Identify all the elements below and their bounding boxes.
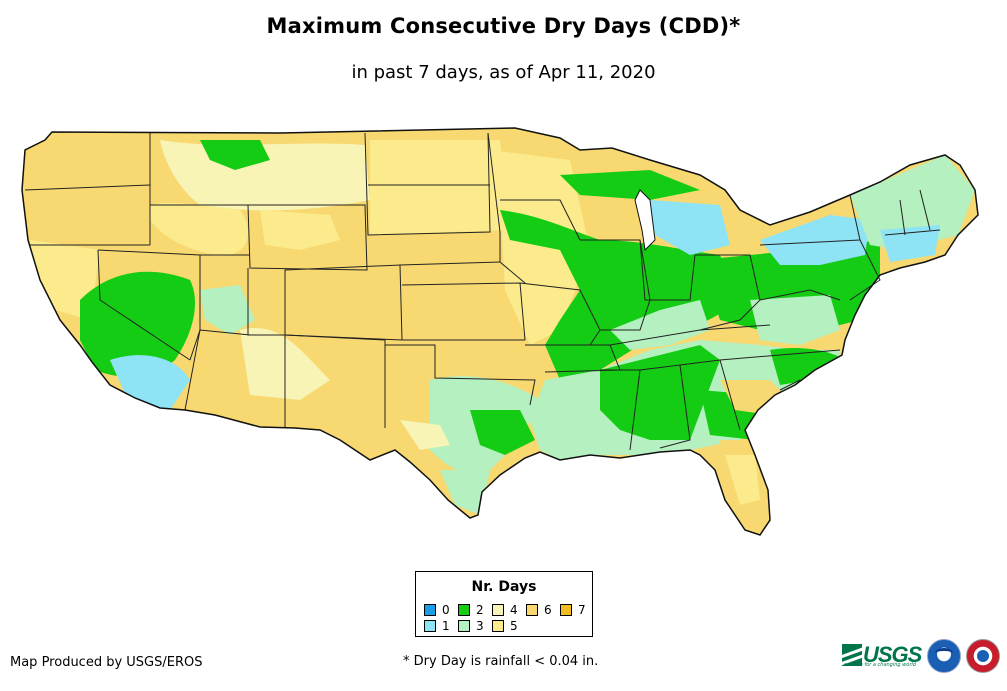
legend-item-0: 0 <box>424 603 450 617</box>
agency-logos: USGS science for a changing world <box>842 638 1007 678</box>
map-subtitle: in past 7 days, as of Apr 11, 2020 <box>351 62 656 83</box>
usgs-logo-text: USGS <box>863 642 922 667</box>
legend: Nr. Days 0 1 2 3 4 5 6 7 <box>415 571 593 637</box>
legend-item-7: 7 <box>560 603 586 617</box>
map-title: Maximum Consecutive Dry Days (CDD)* <box>266 14 741 38</box>
legend-item-1: 1 <box>424 619 450 633</box>
usgs-logo: USGS <box>842 642 922 668</box>
noaa-logo-icon <box>927 639 961 673</box>
usgs-mark-icon <box>842 644 862 666</box>
legend-item-6: 6 <box>526 603 552 617</box>
legend-title: Nr. Days <box>471 579 537 595</box>
legend-item-2: 2 <box>458 603 484 617</box>
legend-item-4: 4 <box>492 603 518 617</box>
usgs-tagline: science for a changing world <box>844 662 916 668</box>
state-borders <box>24 132 941 451</box>
footnote: * Dry Day is rainfall < 0.04 in. <box>403 654 599 669</box>
map-credit: Map Produced by USGS/EROS <box>10 655 203 670</box>
legend-item-5: 5 <box>492 619 518 633</box>
nws-logo-icon <box>966 639 1000 673</box>
legend-item-3: 3 <box>458 619 484 633</box>
